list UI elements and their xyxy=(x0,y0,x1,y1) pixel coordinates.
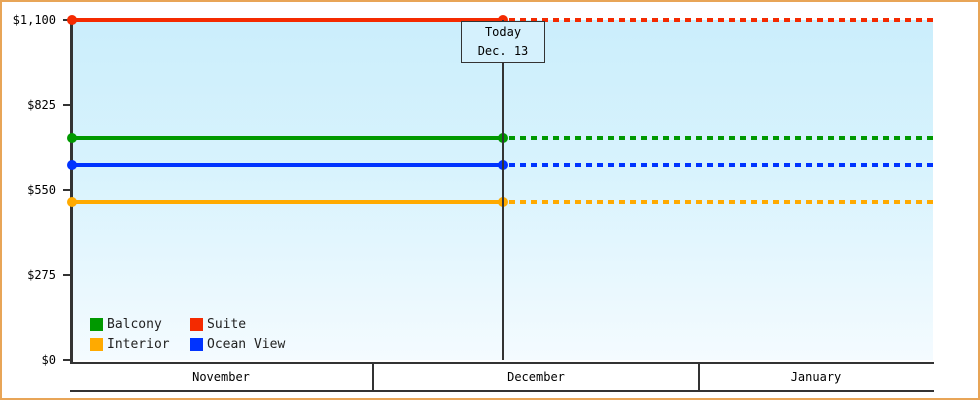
series-line-forecast xyxy=(509,18,933,22)
today-annotation-box: Today Dec. 13 xyxy=(461,21,545,63)
series-marker-start xyxy=(67,160,77,171)
y-axis-label: $825 xyxy=(27,98,56,112)
today-vertical-line xyxy=(502,20,504,360)
series-marker-start xyxy=(67,15,77,25)
legend-color-swatch xyxy=(90,337,103,351)
legend-item[interactable]: Suite xyxy=(190,316,285,332)
y-axis-tick xyxy=(63,104,70,106)
x-axis-month-january: January xyxy=(698,364,932,390)
legend-label: Ocean View xyxy=(207,336,286,352)
y-axis-label: $1,100 xyxy=(12,13,56,27)
legend-color-swatch xyxy=(190,317,203,331)
y-axis-tick xyxy=(63,19,70,21)
legend-label: Suite xyxy=(207,316,247,332)
series-line-forecast xyxy=(509,199,933,204)
legend-item[interactable]: Balcony xyxy=(90,316,180,332)
y-axis-tick xyxy=(63,189,70,191)
y-axis-tick xyxy=(63,359,70,361)
legend-label: Interior xyxy=(107,336,170,352)
legend-item[interactable]: Interior xyxy=(90,336,180,352)
chart-legend: Balcony Suite Interior Ocean View xyxy=(90,314,285,354)
x-axis-month-band: November December January xyxy=(70,362,934,392)
y-axis-label: $275 xyxy=(27,268,56,282)
legend-label: Balcony xyxy=(107,316,162,332)
series-line-actual xyxy=(72,136,504,141)
legend-color-swatch xyxy=(190,337,203,351)
x-axis-month-november: November xyxy=(192,370,250,384)
today-label: Today xyxy=(484,25,522,39)
series-line-actual xyxy=(72,199,504,204)
y-axis-label: $0 xyxy=(41,353,56,367)
legend-item[interactable]: Ocean View xyxy=(190,336,286,352)
series-marker-start xyxy=(67,133,77,144)
y-axis-label: $550 xyxy=(27,183,56,197)
legend-color-swatch xyxy=(90,317,103,331)
series-marker-start xyxy=(67,196,77,207)
series-line-actual xyxy=(72,18,504,22)
y-axis-line xyxy=(70,18,73,362)
today-date: Dec. 13 xyxy=(477,44,529,58)
y-axis-tick xyxy=(63,274,70,276)
series-line-actual xyxy=(72,163,504,168)
x-axis-month-december: December xyxy=(372,364,698,390)
series-line-forecast xyxy=(509,163,933,168)
series-line-forecast xyxy=(509,136,933,141)
